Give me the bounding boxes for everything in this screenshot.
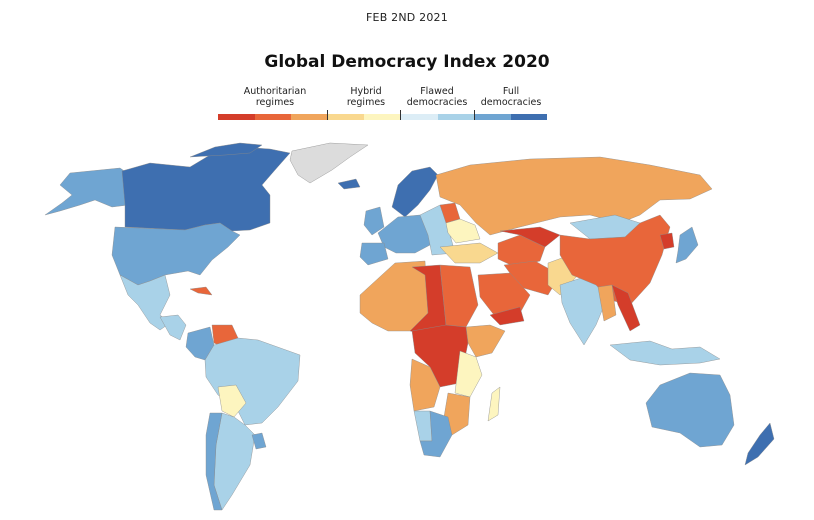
legend-divider xyxy=(400,110,402,120)
country-ukraine xyxy=(445,218,481,244)
country-greenland xyxy=(289,142,369,184)
country-alaska xyxy=(44,167,131,216)
legend-label-full: Full democracies xyxy=(478,86,544,108)
country-southern-africa xyxy=(419,410,453,458)
country-canada xyxy=(189,142,263,158)
country-spain xyxy=(359,242,389,266)
country-usa xyxy=(111,222,241,286)
legend-label-line: democracies xyxy=(480,96,542,108)
country-horn-africa xyxy=(465,324,506,358)
world-map xyxy=(44,142,775,511)
country-korea-north xyxy=(659,232,675,250)
legend-label-flawed: Flawed democracies xyxy=(405,86,469,108)
legend-swatch-5 xyxy=(400,114,438,120)
country-cuba xyxy=(189,286,213,296)
country-east-africa xyxy=(454,350,483,398)
legend-label-line: regimes xyxy=(255,96,295,108)
country-mozambique xyxy=(443,392,471,436)
legend-label-authoritarian: Authoritarian regimes xyxy=(230,86,320,108)
country-bolivia xyxy=(217,384,247,418)
country-australia xyxy=(645,372,735,448)
legend-swatch-6 xyxy=(437,114,475,120)
legend-swatch-4 xyxy=(364,114,401,120)
legend-swatch-7 xyxy=(474,114,511,120)
country-argentina xyxy=(213,412,256,511)
legend-swatch-2 xyxy=(291,114,328,120)
publication-date: FEB 2ND 2021 xyxy=(366,11,448,24)
country-iceland xyxy=(337,178,361,190)
country-yemen xyxy=(489,306,525,326)
country-chile xyxy=(205,412,223,511)
country-angola xyxy=(409,358,441,412)
legend-swatch-8 xyxy=(510,114,548,120)
legend-label-hybrid: Hybrid regimes xyxy=(336,86,396,108)
country-west-africa xyxy=(359,260,429,332)
country-brazil xyxy=(204,337,301,426)
legend-divider xyxy=(474,110,476,120)
country-japan xyxy=(675,226,699,264)
chart-title: Global Democracy Index 2020 xyxy=(264,52,550,72)
legend: Authoritarian regimes Hybrid regimes Fla… xyxy=(218,86,548,123)
legend-label-line: regimes xyxy=(346,96,386,108)
country-uk xyxy=(363,206,385,236)
legend-swatch-3 xyxy=(327,114,365,120)
legend-divider xyxy=(327,110,329,120)
country-china xyxy=(559,214,671,306)
country-egypt-sudan xyxy=(439,264,479,328)
country-russia xyxy=(435,156,713,236)
legend-color-bar xyxy=(218,114,548,120)
country-se-asia-islands xyxy=(609,340,721,366)
legend-label-line: Full xyxy=(502,86,520,97)
country-central-asia xyxy=(499,226,561,248)
legend-label-line: Flawed xyxy=(420,86,454,97)
legend-swatch-0 xyxy=(218,114,255,120)
country-central-america xyxy=(159,314,187,341)
country-canada xyxy=(121,146,291,232)
legend-label-line: Hybrid xyxy=(350,86,382,97)
country-turkey xyxy=(439,242,499,264)
legend-swatch-1 xyxy=(254,114,292,120)
legend-label-line: democracies xyxy=(406,96,468,108)
country-new-zealand xyxy=(744,422,775,466)
country-myanmar xyxy=(597,284,617,322)
country-namibia xyxy=(413,410,433,442)
country-laos-vietnam xyxy=(611,284,641,332)
legend-label-line: Authoritarian xyxy=(243,86,307,97)
country-uruguay xyxy=(251,432,267,450)
country-madagascar xyxy=(487,386,501,422)
